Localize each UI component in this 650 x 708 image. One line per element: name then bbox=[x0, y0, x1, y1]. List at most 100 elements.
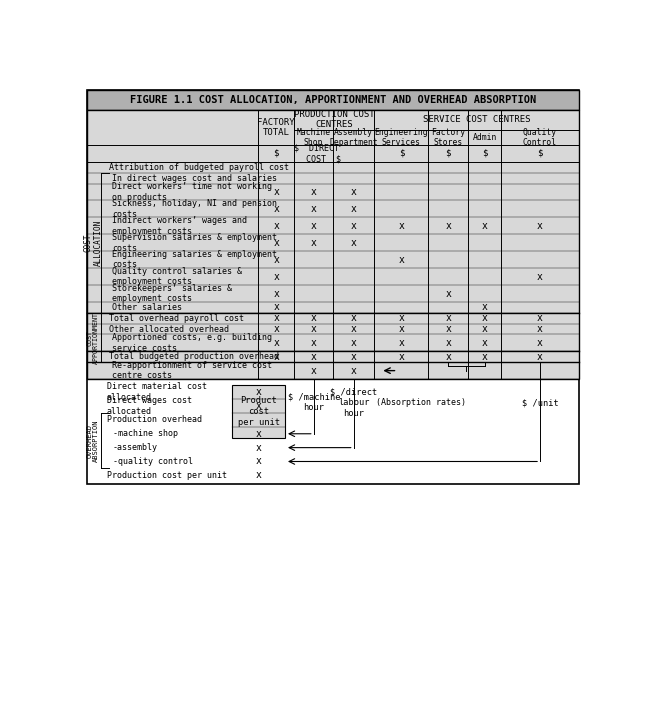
Text: Other salaries: Other salaries bbox=[112, 303, 182, 312]
Text: x: x bbox=[273, 352, 279, 362]
Text: x: x bbox=[273, 255, 279, 265]
Text: x: x bbox=[351, 238, 357, 248]
Text: Direct wages cost
allocated: Direct wages cost allocated bbox=[107, 396, 192, 416]
Text: x: x bbox=[482, 221, 488, 231]
Text: Machine
Shop: Machine Shop bbox=[296, 127, 331, 147]
Text: x: x bbox=[445, 324, 451, 334]
Text: Production cost per unit: Production cost per unit bbox=[107, 471, 227, 480]
Text: -assembly: -assembly bbox=[113, 443, 158, 452]
Text: x: x bbox=[445, 338, 451, 348]
Text: Direct workers’ time not working
on products: Direct workers’ time not working on prod… bbox=[112, 182, 272, 202]
Text: x: x bbox=[256, 387, 262, 397]
Text: x: x bbox=[311, 313, 317, 324]
Text: x: x bbox=[482, 313, 488, 324]
Text: $: $ bbox=[445, 149, 451, 158]
Text: x: x bbox=[273, 272, 279, 282]
Text: (Absorption rates): (Absorption rates) bbox=[376, 398, 466, 407]
Text: x: x bbox=[273, 221, 279, 231]
Text: x: x bbox=[482, 302, 488, 312]
Text: PRODUCTION COST
CENTRES: PRODUCTION COST CENTRES bbox=[294, 110, 374, 130]
Text: x: x bbox=[537, 324, 543, 334]
Text: x: x bbox=[398, 313, 404, 324]
Text: $  DIRECT
   COST  $: $ DIRECT COST $ bbox=[291, 144, 341, 163]
Text: FACTORY
TOTAL: FACTORY TOTAL bbox=[257, 118, 295, 137]
Text: x: x bbox=[273, 204, 279, 214]
Text: $: $ bbox=[482, 149, 488, 158]
Bar bbox=[88, 110, 578, 379]
Text: Direct material cost
allocated: Direct material cost allocated bbox=[107, 382, 207, 402]
Text: x: x bbox=[351, 338, 357, 348]
Text: x: x bbox=[482, 338, 488, 348]
Text: x: x bbox=[273, 238, 279, 248]
Text: Production overhead: Production overhead bbox=[107, 416, 202, 424]
Text: x: x bbox=[273, 187, 279, 197]
Text: -machine shop: -machine shop bbox=[113, 429, 178, 438]
Text: Engineering
Services: Engineering Services bbox=[374, 127, 428, 147]
Text: x: x bbox=[482, 352, 488, 362]
Text: Sickness, holiday, NI and pension
costs: Sickness, holiday, NI and pension costs bbox=[112, 199, 278, 219]
Text: Quality control salaries &
employment costs: Quality control salaries & employment co… bbox=[112, 267, 242, 287]
Text: OVERHEAD
ABSORPTION: OVERHEAD ABSORPTION bbox=[86, 419, 99, 462]
Text: x: x bbox=[273, 313, 279, 324]
Text: Engineering salaries & employment
costs: Engineering salaries & employment costs bbox=[112, 250, 278, 270]
Text: COST
APPORTIONMENT: COST APPORTIONMENT bbox=[86, 312, 99, 363]
Text: x: x bbox=[351, 204, 357, 214]
Text: x: x bbox=[311, 204, 317, 214]
Bar bbox=[88, 90, 578, 110]
Text: $: $ bbox=[398, 149, 404, 158]
Text: Assembly
Department: Assembly Department bbox=[330, 127, 378, 147]
Text: $: $ bbox=[538, 149, 543, 158]
Text: FIGURE 1.1 COST ALLOCATION, APPORTIONMENT AND OVERHEAD ABSORPTION: FIGURE 1.1 COST ALLOCATION, APPORTIONMEN… bbox=[130, 95, 536, 105]
Text: x: x bbox=[445, 221, 451, 231]
Text: x: x bbox=[311, 338, 317, 348]
Text: x: x bbox=[398, 221, 404, 231]
Text: x: x bbox=[398, 338, 404, 348]
Text: x: x bbox=[537, 221, 543, 231]
Text: x: x bbox=[273, 289, 279, 299]
Text: x: x bbox=[256, 401, 262, 411]
Bar bbox=[233, 385, 285, 438]
Text: x: x bbox=[273, 338, 279, 348]
Text: Product
cost
per unit: Product cost per unit bbox=[238, 396, 280, 427]
Text: x: x bbox=[351, 352, 357, 362]
Text: Factory
Stores: Factory Stores bbox=[431, 127, 465, 147]
Text: $ /direct
labour
hour: $ /direct labour hour bbox=[330, 388, 377, 418]
Text: x: x bbox=[311, 365, 317, 376]
Text: Storekeepers’ salaries &
employment costs: Storekeepers’ salaries & employment cost… bbox=[112, 284, 232, 303]
Text: x: x bbox=[445, 352, 451, 362]
Text: Other allocated overhead: Other allocated overhead bbox=[109, 324, 229, 333]
Text: x: x bbox=[351, 187, 357, 197]
Text: x: x bbox=[256, 457, 262, 467]
Text: $ /machine
hour: $ /machine hour bbox=[287, 393, 340, 412]
Text: x: x bbox=[273, 302, 279, 312]
Text: Admin: Admin bbox=[473, 133, 497, 142]
Text: Supervision salaries & employment
costs: Supervision salaries & employment costs bbox=[112, 233, 278, 253]
Text: x: x bbox=[351, 313, 357, 324]
Text: x: x bbox=[482, 324, 488, 334]
Text: x: x bbox=[351, 221, 357, 231]
Text: $ /unit: $ /unit bbox=[522, 398, 558, 407]
Bar bbox=[88, 90, 578, 484]
Text: -quality control: -quality control bbox=[113, 457, 193, 466]
Text: x: x bbox=[445, 313, 451, 324]
Text: x: x bbox=[256, 442, 262, 452]
Text: Indirect workers’ wages and
employment costs: Indirect workers’ wages and employment c… bbox=[112, 216, 247, 236]
Text: COST
ALLOCATION: COST ALLOCATION bbox=[83, 219, 103, 266]
Text: x: x bbox=[311, 221, 317, 231]
Text: x: x bbox=[398, 324, 404, 334]
Text: SERVICE COST CENTRES: SERVICE COST CENTRES bbox=[422, 115, 530, 124]
Text: x: x bbox=[398, 255, 404, 265]
Text: x: x bbox=[273, 324, 279, 334]
Text: x: x bbox=[537, 352, 543, 362]
Text: x: x bbox=[351, 324, 357, 334]
Text: $: $ bbox=[274, 149, 279, 158]
Text: Attribution of budgeted payroll cost: Attribution of budgeted payroll cost bbox=[109, 163, 289, 172]
Text: x: x bbox=[256, 429, 262, 439]
Text: Quality
Control: Quality Control bbox=[523, 127, 557, 147]
Text: x: x bbox=[398, 352, 404, 362]
Text: Total budgeted production overhead: Total budgeted production overhead bbox=[109, 353, 279, 361]
Text: x: x bbox=[351, 365, 357, 376]
Text: x: x bbox=[537, 338, 543, 348]
Text: x: x bbox=[311, 238, 317, 248]
Text: x: x bbox=[256, 470, 262, 480]
